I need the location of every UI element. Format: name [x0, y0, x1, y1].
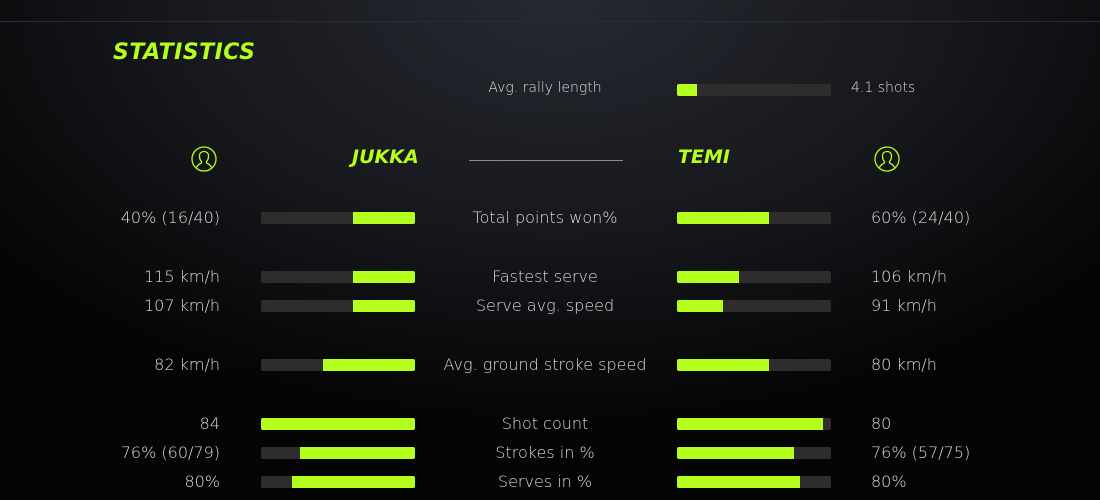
stat-right-value: 60% (24/40)	[871, 208, 971, 227]
center-divider	[469, 160, 623, 161]
stat-left-value: 82 km/h	[154, 355, 220, 374]
stat-right-bar	[677, 359, 831, 371]
stat-label: Strokes in %	[495, 443, 595, 462]
user-icon	[191, 146, 217, 172]
stat-right-bar	[677, 212, 831, 224]
stat-left-bar-fill	[353, 212, 415, 224]
stat-left-bar-fill	[353, 271, 415, 283]
stat-left-bar-fill	[322, 359, 415, 371]
top-divider	[0, 21, 1100, 22]
stat-left-bar-fill	[299, 447, 415, 459]
page-title: STATISTICS	[113, 40, 256, 65]
stat-right-value: 80	[871, 414, 892, 433]
stat-right-value: 80 km/h	[871, 355, 937, 374]
stat-left-bar	[261, 476, 415, 488]
stat-left-bar	[261, 418, 415, 430]
user-icon	[874, 146, 900, 172]
stat-left-value: 84	[199, 414, 220, 433]
stat-right-bar-fill	[677, 212, 770, 224]
stat-right-value: 76% (57/75)	[871, 443, 971, 462]
stat-right-bar-fill	[677, 418, 824, 430]
stat-left-value: 76% (60/79)	[120, 443, 220, 462]
stat-label: Avg. ground stroke speed	[443, 355, 647, 374]
stat-left-bar	[261, 271, 415, 283]
stat-right-bar-fill	[677, 447, 795, 459]
stat-left-value: 40% (16/40)	[120, 208, 220, 227]
stat-right-bar	[677, 300, 831, 312]
stat-right-value: 106 km/h	[871, 267, 948, 286]
stat-left-bar-fill	[353, 300, 415, 312]
rally-bar-fill	[677, 84, 698, 96]
stat-left-value: 107 km/h	[143, 296, 220, 315]
stat-label: Shot count	[501, 414, 589, 433]
stat-left-bar-fill	[261, 418, 415, 430]
stat-left-bar	[261, 212, 415, 224]
stat-label: Serves in %	[497, 472, 593, 491]
stat-right-value: 91 km/h	[871, 296, 937, 315]
rally-bar	[677, 84, 831, 96]
stat-right-bar	[677, 447, 831, 459]
stat-right-bar-fill	[677, 359, 770, 371]
stat-left-bar-fill	[291, 476, 415, 488]
stat-label: Fastest serve	[492, 267, 598, 286]
player-right-name: TEMI	[678, 146, 730, 168]
player-left-name: JUKKA	[352, 146, 419, 168]
stat-left-bar	[261, 447, 415, 459]
stat-label: Total points won%	[472, 208, 618, 227]
stat-right-bar	[677, 476, 831, 488]
stat-right-value: 80%	[871, 472, 907, 491]
stat-label: Serve avg. speed	[475, 296, 615, 315]
stat-right-bar-fill	[677, 300, 724, 312]
stat-right-bar	[677, 271, 831, 283]
stat-right-bar-fill	[677, 476, 801, 488]
stat-left-bar	[261, 359, 415, 371]
stat-right-bar	[677, 418, 831, 430]
stat-left-bar	[261, 300, 415, 312]
stat-left-value: 80%	[184, 472, 220, 491]
stat-left-value: 115 km/h	[143, 267, 220, 286]
stat-right-bar-fill	[677, 271, 739, 283]
rally-label: Avg. rally length	[488, 80, 602, 96]
rally-value: 4.1 shots	[851, 80, 916, 96]
